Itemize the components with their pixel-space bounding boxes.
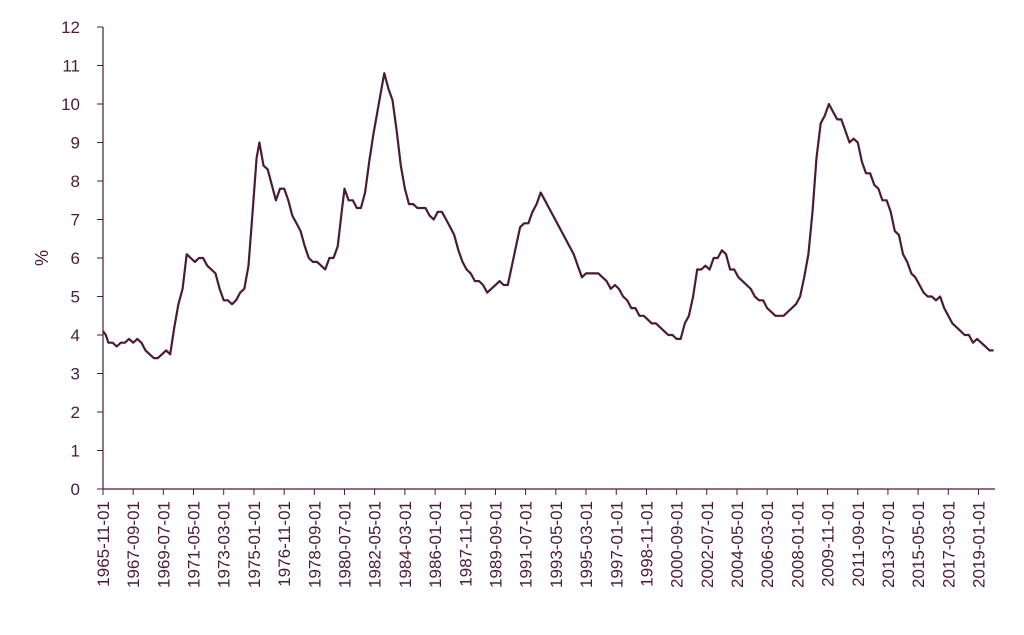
y-tick-label: 1	[71, 442, 80, 461]
x-tick-label: 1967-09-01	[124, 501, 143, 588]
y-tick-label: 11	[62, 57, 80, 76]
x-tick-label: 1980-07-01	[335, 501, 354, 588]
x-tick-label: 1989-09-01	[486, 501, 505, 588]
y-tick-label: 9	[71, 134, 80, 153]
x-tick-label: 2011-09-01	[849, 501, 868, 587]
x-tick-label: 1987-11-01	[456, 501, 475, 587]
x-tick-label: 1993-05-01	[547, 501, 566, 588]
y-tick-label: 3	[71, 365, 80, 384]
y-tick-label: 4	[71, 326, 80, 345]
x-tick-label: 1971-05-01	[184, 501, 203, 588]
x-tick-label: 1976-11-01	[275, 501, 294, 587]
y-tick-label: 5	[71, 288, 80, 307]
y-tick-label: 10	[61, 95, 80, 114]
x-tick-label: 1986-01-01	[426, 501, 445, 588]
x-tick-label: 1975-01-01	[245, 501, 264, 588]
x-tick-label: 2002-07-01	[698, 501, 717, 588]
x-tick-label: 2019-01-01	[970, 501, 989, 588]
y-tick-label: 6	[71, 249, 80, 268]
x-axis: 1965-11-01 1967-09-01 1969-07-01 1971-05-01…	[94, 489, 989, 588]
x-tick-label: 2015-05-01	[909, 501, 928, 588]
x-tick-label: 1969-07-01	[154, 501, 173, 588]
x-tick-label: 1995-03-01	[577, 501, 596, 588]
x-tick-label: 2000-09-01	[668, 501, 687, 588]
x-tick-label: 2017-03-01	[939, 501, 958, 588]
x-tick-label: 1984-03-01	[396, 501, 415, 588]
x-tick-label: 1991-07-01	[517, 501, 536, 588]
y-tick-label: 0	[71, 480, 80, 499]
x-tick-label: 2009-11-01	[819, 501, 838, 587]
x-tick-label: 1982-05-01	[366, 501, 385, 588]
x-tick-label: 2006-03-01	[758, 501, 777, 588]
y-axis-title: %	[32, 250, 52, 266]
x-tick-label: 1978-09-01	[305, 501, 324, 588]
y-tick-label: 7	[71, 211, 80, 230]
x-tick-label: 2004-05-01	[728, 501, 747, 588]
y-tick-label: 2	[71, 403, 80, 422]
y-tick-label: 12	[61, 18, 80, 37]
y-tick-label: 8	[71, 172, 80, 191]
x-tick-label: 1997-01-01	[607, 501, 626, 588]
x-tick-label: 2008-01-01	[788, 501, 807, 588]
series-line	[102, 72, 994, 360]
x-tick-label: 2013-07-01	[879, 501, 898, 588]
x-tick-label: 1965-11-01	[94, 501, 113, 587]
x-tick-label: 1973-03-01	[215, 501, 234, 588]
x-tick-label: 1998-11-01	[637, 501, 656, 587]
